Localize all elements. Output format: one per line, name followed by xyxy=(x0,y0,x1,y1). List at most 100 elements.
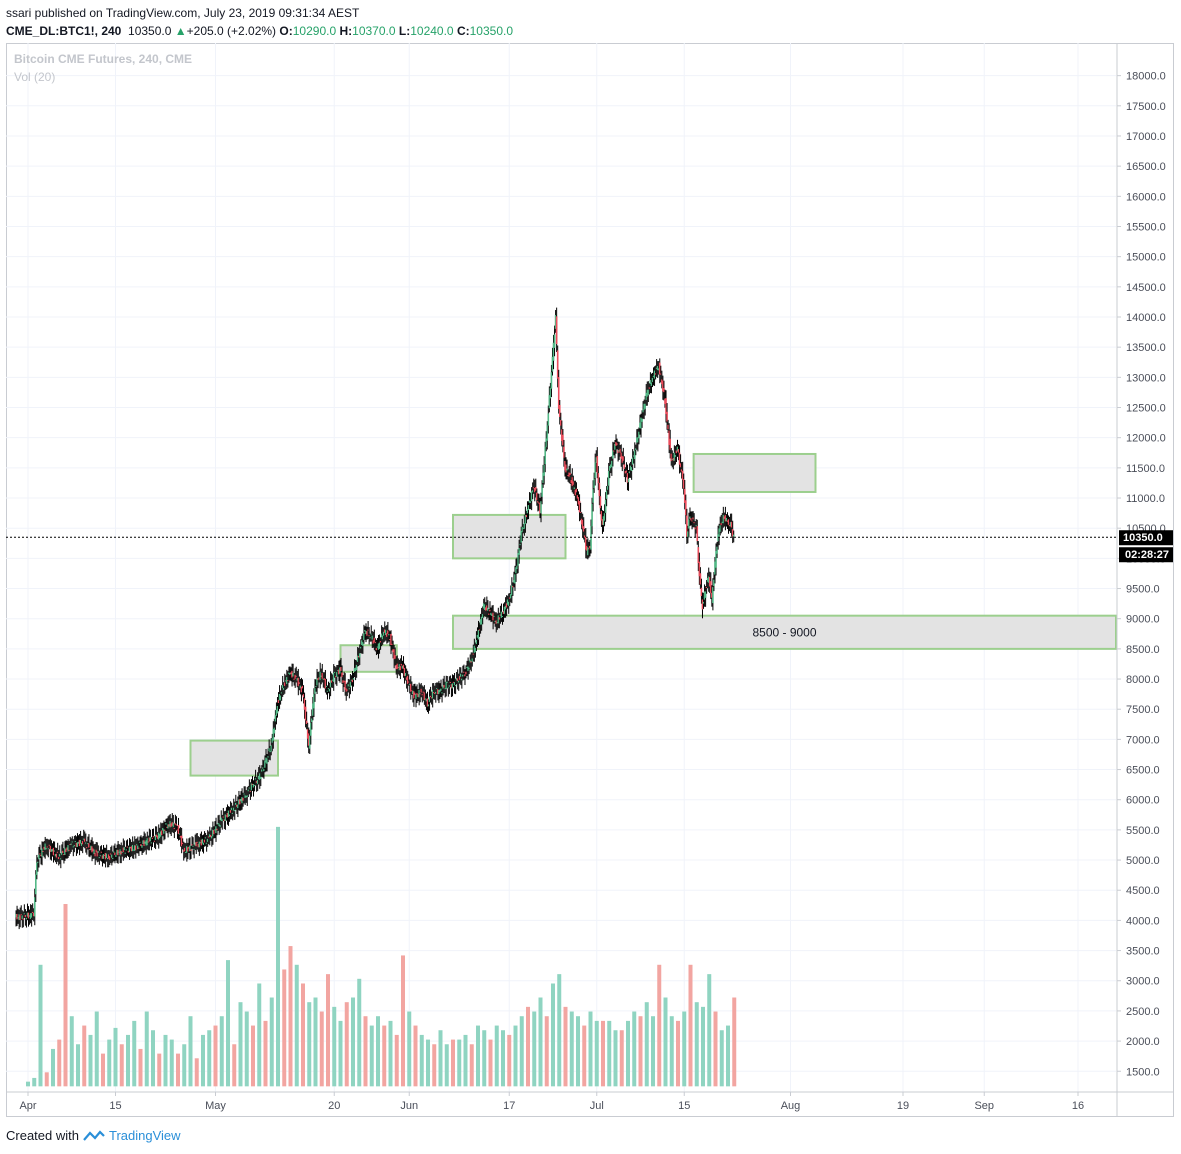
volume-bar xyxy=(426,1039,430,1087)
candle-body xyxy=(482,603,485,609)
candle-body xyxy=(366,631,368,636)
candle-body xyxy=(110,853,112,855)
candle-body xyxy=(376,646,379,648)
y-tick-label: 12000.0 xyxy=(1126,433,1166,445)
candle-body xyxy=(464,674,466,677)
candle-body xyxy=(440,688,442,691)
candle-body xyxy=(452,681,455,683)
volume-bar xyxy=(269,997,274,1087)
candle-body xyxy=(562,434,564,446)
candle-body xyxy=(286,677,288,685)
tradingview-brand[interactable]: TradingView xyxy=(108,1128,181,1143)
candle-body xyxy=(83,838,86,842)
candle-body xyxy=(312,703,314,716)
candle-body xyxy=(228,814,231,817)
candle-body xyxy=(712,587,714,604)
volume-bar xyxy=(51,1048,55,1087)
candle-body xyxy=(278,693,281,701)
candle-body xyxy=(279,695,282,701)
candle-body xyxy=(488,613,490,615)
candle-body xyxy=(241,797,243,804)
candle-body xyxy=(275,709,278,716)
volume-bar xyxy=(726,1025,730,1087)
candle-body xyxy=(105,853,108,859)
candle-body xyxy=(333,671,336,673)
y-tick-label: 12500.0 xyxy=(1126,403,1166,415)
candle-body xyxy=(29,913,32,919)
candle-body xyxy=(462,674,464,677)
candle-body xyxy=(74,841,77,843)
candle-body xyxy=(512,586,514,588)
volume-bar xyxy=(732,997,737,1087)
volume-bar xyxy=(194,1058,199,1087)
candle-body xyxy=(208,834,211,838)
volume-bar xyxy=(113,1027,118,1087)
candle-body xyxy=(504,605,507,610)
candle-body xyxy=(244,795,246,798)
candle-body xyxy=(582,526,585,532)
candle-body xyxy=(598,482,601,497)
candle-body xyxy=(178,833,181,835)
candle-body xyxy=(681,470,684,480)
candle-body xyxy=(330,680,333,683)
candle-body xyxy=(152,836,155,838)
candle-body xyxy=(165,823,167,825)
candle-body xyxy=(667,424,669,430)
candle-body xyxy=(396,663,399,670)
candle-body xyxy=(635,448,637,450)
candle-body xyxy=(179,835,182,838)
candle-body xyxy=(331,679,334,681)
volume-bar xyxy=(532,1011,537,1087)
candle-body xyxy=(575,488,578,493)
candle-body xyxy=(501,615,504,617)
candle-body xyxy=(71,841,74,843)
candle-body xyxy=(398,664,401,671)
volume-bar xyxy=(526,1006,530,1087)
candle-body xyxy=(348,688,351,690)
candle-body xyxy=(465,671,467,675)
candle-body xyxy=(540,501,542,514)
candle-body xyxy=(336,672,338,677)
candle-body xyxy=(349,681,352,688)
candle-body xyxy=(128,846,131,853)
candle-body xyxy=(240,798,242,802)
candle-body xyxy=(193,848,195,850)
volume-bar xyxy=(313,997,318,1087)
candle-body xyxy=(444,688,446,690)
candle-body xyxy=(563,446,565,458)
candle-body xyxy=(350,679,353,681)
candle-body xyxy=(530,491,533,502)
candle-body xyxy=(273,727,276,734)
candle-body xyxy=(615,441,617,446)
candle-body xyxy=(666,411,668,422)
volume-bar xyxy=(238,1002,243,1087)
candle-body xyxy=(280,692,283,694)
candle-body xyxy=(564,461,566,471)
volume-bar xyxy=(26,1081,30,1087)
candle-body xyxy=(43,846,45,850)
candle-body xyxy=(724,514,727,522)
candle-body xyxy=(497,615,500,624)
y-tick-label: 15000.0 xyxy=(1126,252,1166,264)
candle-body xyxy=(269,751,271,753)
volume-bar xyxy=(57,1039,62,1087)
candle-body xyxy=(108,856,111,860)
candle-body xyxy=(332,672,335,682)
candle-body xyxy=(620,452,623,459)
y-tick-label: 16000.0 xyxy=(1126,191,1166,203)
candle-body xyxy=(617,450,619,454)
volume-bar xyxy=(301,983,305,1087)
price-chart[interactable]: 8500 - 9000 18000.0 17500.0 17000.0 16500.0 1… xyxy=(6,43,1174,1117)
support-resistance-zone xyxy=(692,452,817,493)
candle-body xyxy=(25,917,28,920)
close-value: 10350.0 xyxy=(469,24,514,38)
candle-body xyxy=(520,530,523,543)
y-tick-label: 13500.0 xyxy=(1126,342,1166,354)
last-price: 10350.0 xyxy=(128,24,172,38)
candle-body xyxy=(561,429,563,441)
candle-body xyxy=(555,316,558,345)
candle-body xyxy=(215,826,217,834)
high-label: H: xyxy=(339,24,353,38)
candle-body xyxy=(607,471,610,486)
candle-body xyxy=(112,858,114,860)
